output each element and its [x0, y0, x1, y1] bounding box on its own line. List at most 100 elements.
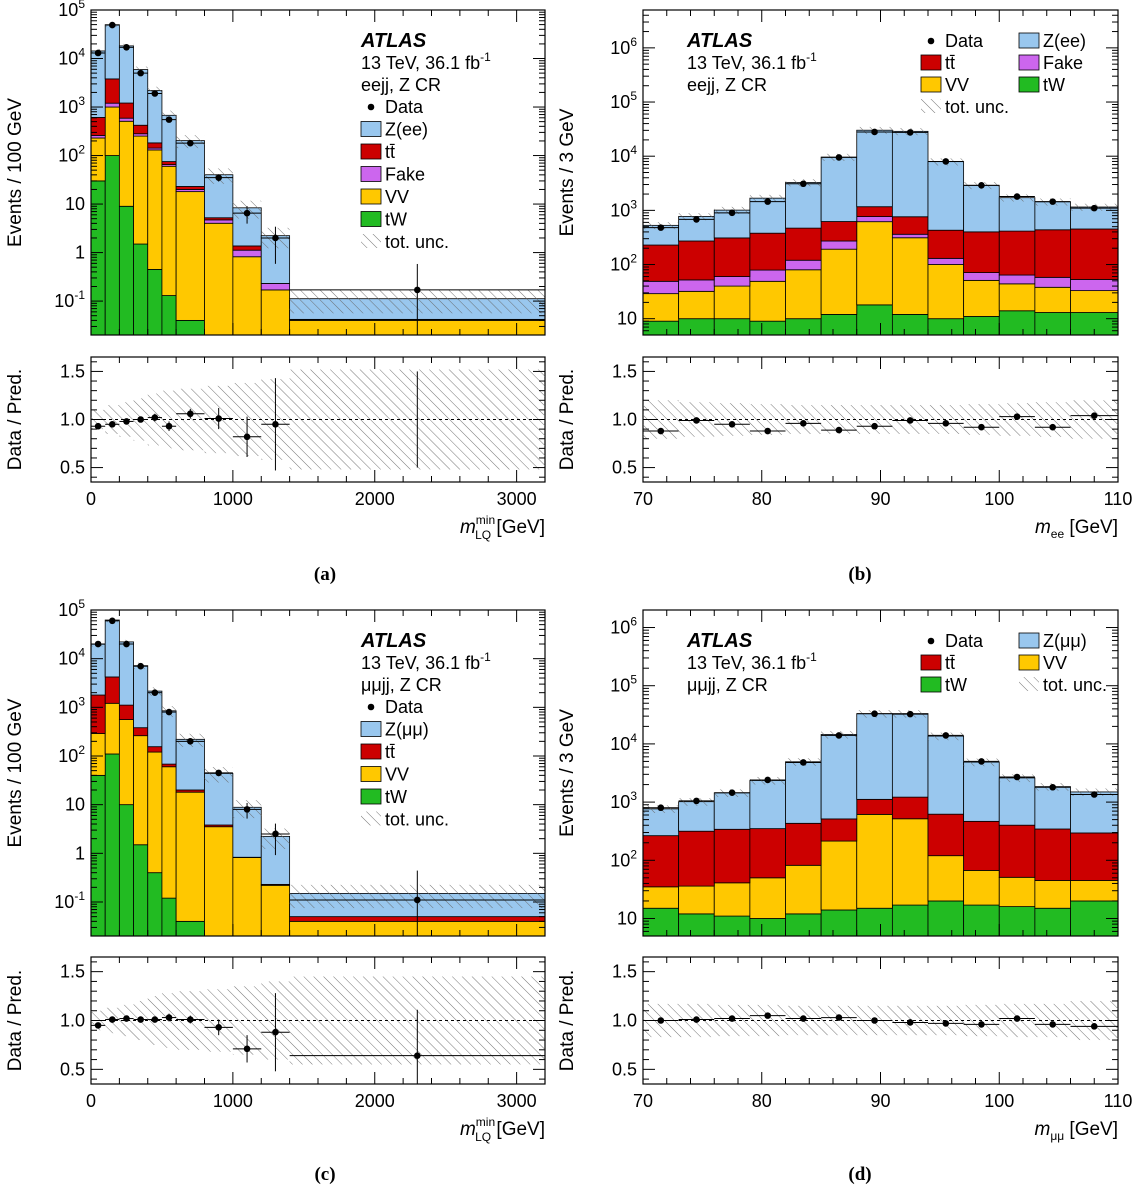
legend-marker-ttbar — [361, 744, 381, 759]
y-tick-label: 105 — [610, 89, 637, 112]
y-tick-base: 10 — [65, 795, 85, 815]
bar-tw — [176, 921, 204, 936]
legend-marker-data — [368, 104, 375, 111]
data-point — [693, 798, 700, 805]
ratio-point — [800, 1015, 807, 1022]
legend-marker-data — [928, 638, 935, 645]
bar-fake — [964, 273, 1000, 281]
ratio-point — [137, 416, 144, 423]
data-point — [109, 617, 116, 624]
bar-vv — [679, 886, 715, 914]
bar-z — [964, 185, 1000, 232]
bar-ttbar — [119, 103, 133, 118]
bar-ttbar — [643, 245, 679, 281]
bar-ttbar — [750, 829, 786, 878]
stack — [643, 130, 1118, 335]
bar-ttbar — [679, 831, 715, 886]
y-tick-base: 10 — [610, 146, 630, 166]
bar-z — [892, 131, 928, 216]
bar-tw — [148, 269, 162, 335]
bar-vv — [148, 752, 162, 873]
bar-tw — [119, 206, 133, 335]
data-point — [693, 216, 700, 223]
legend-label: tot. unc. — [945, 97, 1009, 117]
bar-vv — [162, 166, 176, 295]
bar-tw — [643, 321, 679, 335]
region-label: μμjj, Z CR — [361, 675, 442, 695]
data-point — [1014, 193, 1021, 200]
region-label: eejj, Z CR — [687, 75, 767, 95]
ratio-point — [943, 420, 950, 427]
bar-z — [821, 734, 857, 818]
y-tick-base: 10 — [610, 850, 630, 870]
bar-ttbar — [148, 747, 162, 752]
x-title-unit: [GeV] — [491, 1119, 545, 1140]
bar-fake — [233, 250, 261, 257]
legend-label: tW — [1043, 75, 1065, 95]
y-tick-exp: 4 — [630, 143, 637, 157]
legend-label: tt̄ — [945, 653, 955, 673]
ratio-point — [166, 1014, 173, 1021]
bar-ttbar — [105, 677, 119, 703]
ratio-point — [978, 1021, 985, 1028]
bar-ttbar — [679, 241, 715, 280]
bar-z — [105, 25, 119, 79]
x-tick-label: 3000 — [497, 489, 537, 509]
legend-label: Data — [385, 697, 424, 717]
ratio-axis-title: Data / Pred. — [5, 970, 26, 1071]
x-tick-label: 2000 — [355, 489, 395, 509]
data-point — [123, 44, 130, 51]
y-tick-base: 10 — [610, 92, 630, 112]
bar-ttbar — [999, 231, 1035, 275]
data-point — [187, 140, 194, 147]
data-point — [137, 70, 144, 77]
legend-marker-vv — [361, 767, 381, 782]
bar-tw — [162, 296, 176, 335]
bar-tw — [999, 907, 1035, 936]
bar-z — [134, 666, 148, 728]
x-title-var: m — [1034, 1119, 1050, 1140]
y-tick-exp: 2 — [78, 743, 85, 757]
caption-a: (a) — [314, 564, 336, 585]
ratio-unc-band — [714, 403, 750, 436]
bar-vv — [999, 877, 1035, 906]
bar-ttbar — [105, 79, 119, 103]
legend-marker-tw — [921, 677, 941, 692]
x-tick-label: 80 — [752, 489, 772, 509]
y-tick-label: 10-1 — [54, 889, 85, 912]
bar-z — [119, 642, 133, 705]
x-tick-label: 80 — [752, 1091, 772, 1111]
bar-tw — [105, 156, 119, 335]
data-point — [658, 224, 665, 231]
bar-ttbar — [714, 829, 750, 883]
legend-marker-unc — [361, 234, 381, 248]
legend-label: Z(ee) — [1043, 31, 1086, 51]
ratio-point — [215, 415, 222, 422]
bar-ttbar — [119, 705, 133, 719]
data-point — [95, 50, 102, 57]
x-tick-label: 0 — [86, 1091, 96, 1111]
data-point — [109, 22, 116, 29]
bar-vv — [91, 733, 105, 775]
ratio-point — [244, 434, 251, 441]
y-axis-title: Events / 3 GeV — [557, 108, 578, 236]
y-tick-label: 10 — [617, 908, 637, 928]
ratio-tick-label: 1.0 — [612, 1011, 637, 1031]
bar-ttbar — [928, 814, 964, 856]
ratio-point — [836, 427, 843, 434]
legend-marker-tw — [361, 789, 381, 804]
data-point — [907, 129, 914, 136]
y-tick-base: 10 — [58, 49, 78, 69]
bar-ttbar — [1035, 829, 1071, 880]
data-point — [658, 804, 665, 811]
bar-vv — [162, 767, 176, 898]
ratio-unc-band — [857, 405, 893, 434]
ratio-point — [729, 1015, 736, 1022]
caption-c: (c) — [314, 1164, 335, 1185]
bar-vv — [1071, 880, 1119, 900]
bar-tw — [105, 754, 119, 936]
x-tick-label: 70 — [633, 1091, 653, 1111]
legend-marker-ttbar — [921, 55, 941, 70]
